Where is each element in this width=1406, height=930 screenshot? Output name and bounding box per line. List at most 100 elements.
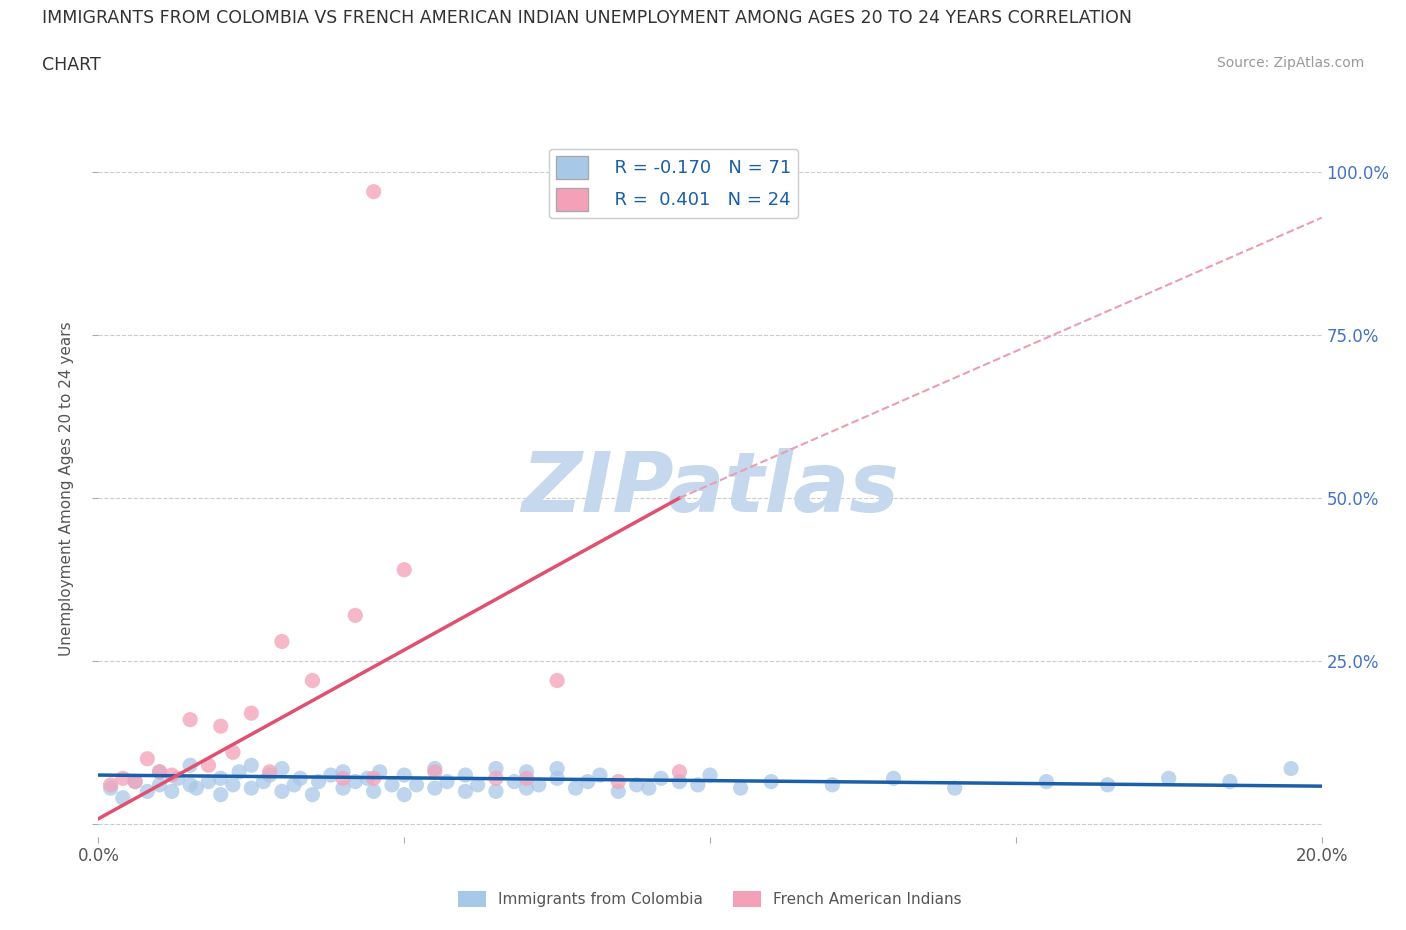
- Point: [209, 719, 232, 734]
- Point: [485, 771, 508, 786]
- Point: [759, 774, 782, 789]
- Point: [197, 758, 219, 773]
- Point: [1279, 761, 1302, 776]
- Point: [546, 761, 568, 776]
- Point: [516, 780, 538, 795]
- Point: [100, 777, 122, 792]
- Point: [368, 764, 391, 779]
- Text: CHART: CHART: [42, 56, 101, 73]
- Point: [1219, 774, 1241, 789]
- Point: [160, 767, 183, 782]
- Point: [270, 634, 292, 649]
- Point: [1035, 774, 1057, 789]
- Point: [283, 777, 305, 792]
- Point: [149, 764, 172, 779]
- Point: [485, 784, 508, 799]
- Point: [100, 780, 122, 795]
- Point: [209, 771, 232, 786]
- Point: [301, 673, 323, 688]
- Point: [1097, 777, 1119, 792]
- Point: [392, 563, 416, 578]
- Point: [668, 774, 690, 789]
- Point: [111, 771, 134, 786]
- Point: [240, 758, 263, 773]
- Point: [344, 608, 367, 623]
- Point: [332, 771, 354, 786]
- Point: [363, 184, 385, 199]
- Point: [252, 774, 274, 789]
- Point: [699, 767, 721, 782]
- Point: [124, 774, 146, 789]
- Point: [686, 777, 709, 792]
- Point: [607, 774, 630, 789]
- Point: [546, 673, 568, 688]
- Point: [308, 774, 330, 789]
- Point: [160, 784, 183, 799]
- Point: [423, 780, 446, 795]
- Point: [179, 777, 201, 792]
- Point: [270, 784, 292, 799]
- Point: [564, 780, 586, 795]
- Point: [883, 771, 905, 786]
- Point: [222, 777, 245, 792]
- Point: [259, 767, 281, 782]
- Point: [179, 712, 201, 727]
- Point: [240, 706, 263, 721]
- Point: [392, 787, 416, 802]
- Point: [332, 780, 354, 795]
- Point: [167, 771, 190, 786]
- Point: [503, 774, 526, 789]
- Point: [589, 767, 612, 782]
- Point: [332, 764, 354, 779]
- Point: [344, 774, 367, 789]
- Point: [381, 777, 404, 792]
- Point: [1157, 771, 1180, 786]
- Point: [392, 767, 416, 782]
- Point: [290, 771, 312, 786]
- Point: [136, 751, 159, 766]
- Point: [485, 761, 508, 776]
- Point: [467, 777, 489, 792]
- Point: [423, 761, 446, 776]
- Point: [149, 764, 172, 779]
- Point: [240, 780, 263, 795]
- Point: [111, 790, 134, 805]
- Point: [637, 780, 661, 795]
- Point: [405, 777, 427, 792]
- Point: [197, 774, 219, 789]
- Point: [209, 787, 232, 802]
- Point: [124, 774, 146, 789]
- Point: [650, 771, 672, 786]
- Point: [301, 787, 323, 802]
- Point: [516, 764, 538, 779]
- Text: Source: ZipAtlas.com: Source: ZipAtlas.com: [1216, 56, 1364, 70]
- Point: [730, 780, 752, 795]
- Text: ZIPatlas: ZIPatlas: [522, 447, 898, 529]
- Point: [516, 771, 538, 786]
- Point: [356, 771, 378, 786]
- Point: [186, 780, 208, 795]
- Point: [454, 767, 477, 782]
- Point: [270, 761, 292, 776]
- Point: [228, 764, 250, 779]
- Point: [546, 771, 568, 786]
- Point: [576, 774, 599, 789]
- Point: [319, 767, 342, 782]
- Point: [607, 784, 630, 799]
- Point: [668, 764, 690, 779]
- Point: [149, 777, 172, 792]
- Point: [179, 758, 201, 773]
- Point: [943, 780, 966, 795]
- Legend: Immigrants from Colombia, French American Indians: Immigrants from Colombia, French America…: [453, 884, 967, 913]
- Point: [136, 784, 159, 799]
- Point: [259, 764, 281, 779]
- Point: [222, 745, 245, 760]
- Point: [821, 777, 844, 792]
- Text: IMMIGRANTS FROM COLOMBIA VS FRENCH AMERICAN INDIAN UNEMPLOYMENT AMONG AGES 20 TO: IMMIGRANTS FROM COLOMBIA VS FRENCH AMERI…: [42, 9, 1132, 27]
- Y-axis label: Unemployment Among Ages 20 to 24 years: Unemployment Among Ages 20 to 24 years: [59, 321, 75, 656]
- Point: [626, 777, 648, 792]
- Point: [423, 764, 446, 779]
- Point: [527, 777, 550, 792]
- Point: [363, 784, 385, 799]
- Point: [454, 784, 477, 799]
